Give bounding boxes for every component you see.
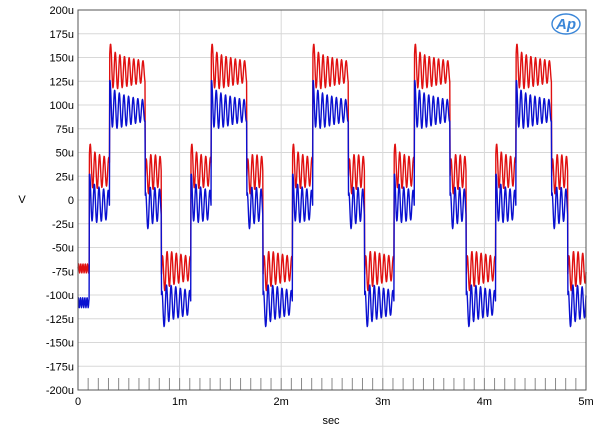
y-tick-label: 100u <box>50 100 74 112</box>
waveform-series-2 <box>77 79 587 328</box>
logo-text: Ap <box>555 16 576 33</box>
y-tick-label: -75u <box>52 266 74 278</box>
data-traces <box>77 43 587 328</box>
y-tick-label: 50u <box>56 148 74 160</box>
x-tick-label: 0 <box>75 396 81 408</box>
y-tick-label: -100u <box>46 290 74 302</box>
y-tick-label: -25u <box>52 219 74 231</box>
y-tick-label: 25u <box>56 171 74 183</box>
tick-labels: 200u 175u 150u 125u 100u 75u 50u 25u 0 -25u -50u -7… <box>46 5 594 408</box>
y-tick-label: 125u <box>50 76 74 88</box>
y-tick-label: -125u <box>46 314 74 326</box>
x-tick-label: 4m <box>477 396 492 408</box>
x-axis-label: sec <box>322 415 340 427</box>
y-tick-label: -200u <box>46 385 74 397</box>
x-tick-label: 5m <box>578 396 593 408</box>
y-tick-label: 75u <box>56 124 74 136</box>
y-tick-label: -50u <box>52 243 74 255</box>
y-tick-label: -150u <box>46 338 74 350</box>
y-tick-label: -175u <box>46 361 74 373</box>
x-tick-label: 3m <box>375 396 390 408</box>
x-tick-label: 2m <box>274 396 289 408</box>
axes <box>77 9 587 391</box>
y-tick-label: 200u <box>50 5 74 17</box>
ap-logo-icon: Ap <box>551 13 581 35</box>
y-tick-label: 0 <box>68 195 74 207</box>
y-tick-label: 175u <box>50 29 74 41</box>
waveform-series-1 <box>77 43 587 292</box>
plot-frame <box>77 9 587 391</box>
x-tick-label: 1m <box>172 396 187 408</box>
y-axis-label: V <box>18 194 26 206</box>
y-tick-label: 150u <box>50 53 74 65</box>
